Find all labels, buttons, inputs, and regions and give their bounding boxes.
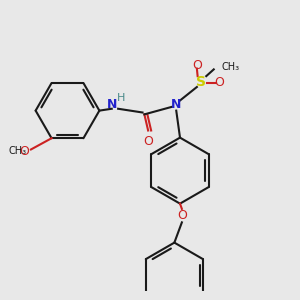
Text: S: S (196, 76, 206, 89)
Text: CH₃: CH₃ (8, 146, 27, 156)
Text: H: H (117, 93, 125, 103)
Text: O: O (19, 145, 29, 158)
Text: O: O (192, 59, 202, 72)
Text: O: O (214, 76, 224, 89)
Text: O: O (177, 209, 187, 222)
Text: O: O (143, 135, 153, 148)
Text: N: N (171, 98, 181, 112)
Text: CH₃: CH₃ (221, 62, 239, 73)
Text: N: N (107, 98, 118, 112)
